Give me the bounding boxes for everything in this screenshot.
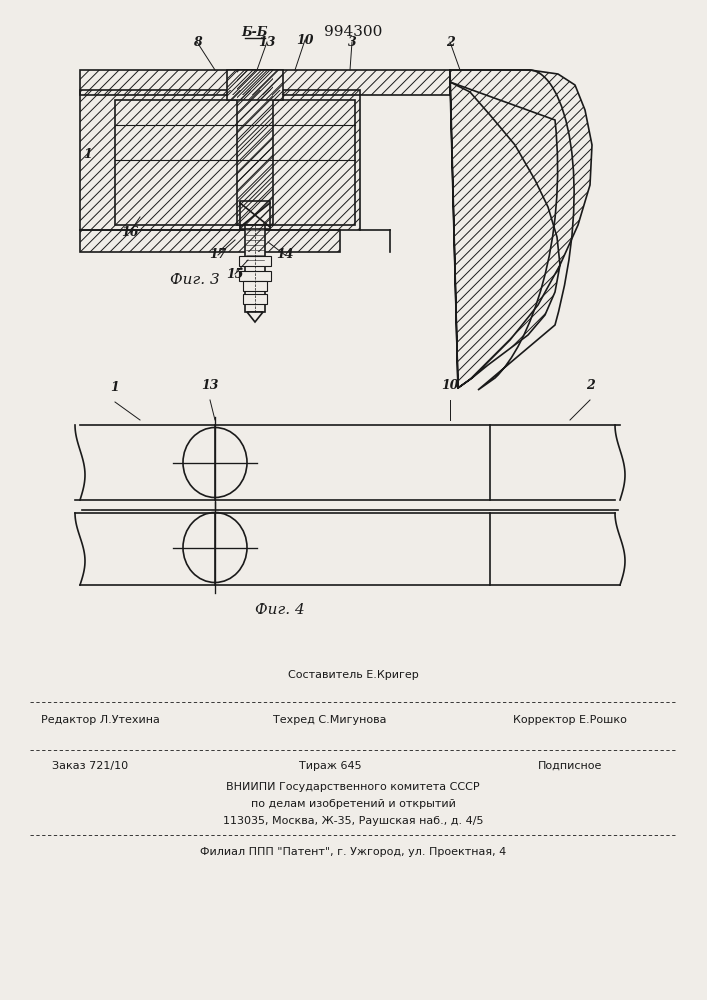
Text: 994300: 994300 (324, 25, 382, 39)
Text: 2: 2 (445, 35, 455, 48)
Text: 13: 13 (201, 379, 218, 392)
Text: Филиал ППП "Патент", г. Ужгород, ул. Проектная, 4: Филиал ППП "Патент", г. Ужгород, ул. Про… (200, 847, 506, 857)
Text: 1: 1 (110, 381, 119, 394)
Text: Фиг. 3: Фиг. 3 (170, 273, 220, 287)
Text: 14: 14 (276, 248, 293, 261)
Bar (239, 256, 271, 266)
Polygon shape (227, 70, 283, 100)
Text: 15: 15 (226, 267, 244, 280)
Text: Тираж 645: Тираж 645 (298, 761, 361, 771)
Text: 10: 10 (296, 33, 314, 46)
Text: 10: 10 (441, 379, 459, 392)
Text: Подписное: Подписное (538, 761, 602, 771)
Text: Заказ 721/10: Заказ 721/10 (52, 761, 128, 771)
Text: 1: 1 (83, 148, 93, 161)
Bar (243, 281, 267, 291)
Polygon shape (247, 312, 263, 322)
Text: 13: 13 (258, 35, 276, 48)
Polygon shape (237, 70, 273, 225)
Polygon shape (245, 225, 265, 312)
Text: Редактор Л.Утехина: Редактор Л.Утехина (40, 715, 160, 725)
Text: 3: 3 (348, 35, 356, 48)
Text: 8: 8 (192, 35, 201, 48)
Text: 2: 2 (585, 379, 595, 392)
Text: по делам изобретений и открытий: по делам изобретений и открытий (250, 799, 455, 809)
Text: 16: 16 (121, 226, 139, 238)
PathPatch shape (450, 70, 574, 390)
Text: Корректор Е.Рошко: Корректор Е.Рошко (513, 715, 627, 725)
Text: Составитель Е.Кригер: Составитель Е.Кригер (288, 670, 419, 680)
Text: Техред С.Мигунова: Техред С.Мигунова (273, 715, 387, 725)
Text: Фиг. 4: Фиг. 4 (255, 603, 305, 617)
Text: Б-Б: Б-Б (242, 25, 268, 38)
Text: ВНИИПИ Государственного комитета СССР: ВНИИПИ Государственного комитета СССР (226, 782, 480, 792)
Polygon shape (115, 100, 355, 225)
Bar (243, 294, 267, 304)
Text: 17: 17 (209, 248, 227, 261)
Bar (239, 271, 271, 281)
Text: 113035, Москва, Ж-35, Раушская наб., д. 4/5: 113035, Москва, Ж-35, Раушская наб., д. … (223, 816, 484, 826)
